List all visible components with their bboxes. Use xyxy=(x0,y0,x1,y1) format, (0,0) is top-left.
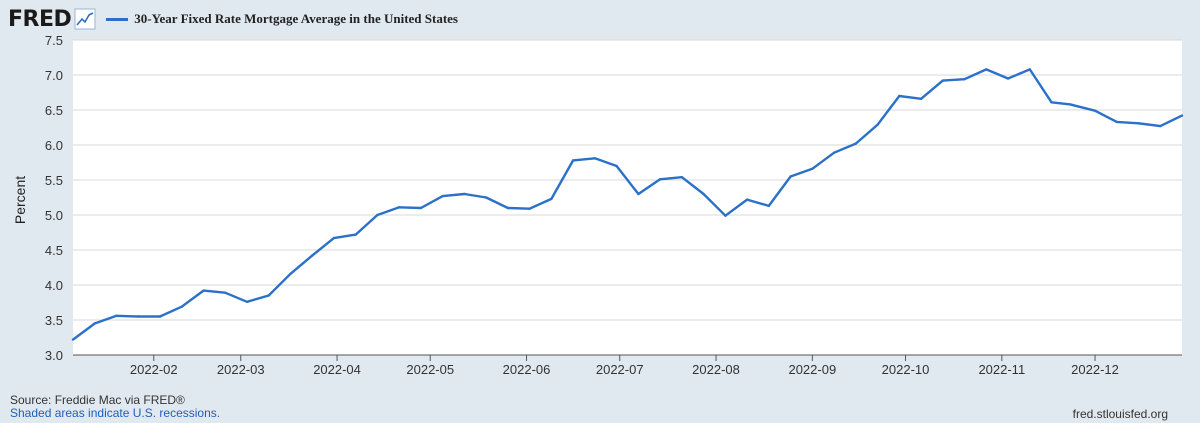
y-tick-label: 5.0 xyxy=(45,208,63,223)
x-tick-label: 2022-03 xyxy=(217,362,265,377)
y-axis-label: Percent xyxy=(12,175,28,225)
data-point xyxy=(528,207,531,210)
x-tick-label: 2022-10 xyxy=(882,362,930,377)
chart-footer: Source: Freddie Mac via FRED® Shaded are… xyxy=(10,394,220,420)
data-point xyxy=(398,206,401,209)
data-point xyxy=(724,214,727,217)
data-point xyxy=(919,97,923,101)
data-point xyxy=(876,123,879,126)
fred-logo[interactable]: FRED xyxy=(8,6,72,32)
data-point xyxy=(289,272,292,275)
data-point xyxy=(1069,103,1072,106)
x-tick-label: 2022-02 xyxy=(130,362,178,377)
data-point xyxy=(158,315,162,318)
data-point xyxy=(245,300,249,303)
data-point xyxy=(93,322,96,325)
data-point xyxy=(1093,109,1097,112)
x-tick-label: 2022-05 xyxy=(406,362,454,377)
data-point xyxy=(745,198,749,201)
y-tick-label: 3.0 xyxy=(45,348,63,363)
data-point xyxy=(658,178,662,181)
data-point xyxy=(485,196,488,199)
data-point xyxy=(354,233,357,236)
x-tick-label: 2022-11 xyxy=(978,362,1025,377)
data-point xyxy=(202,289,205,292)
source-note: Source: Freddie Mac via FRED® xyxy=(10,393,185,407)
y-tick-label: 3.5 xyxy=(45,313,63,328)
data-point xyxy=(789,175,792,178)
data-point xyxy=(463,192,466,196)
data-point xyxy=(1006,77,1010,80)
data-point xyxy=(224,291,227,294)
data-point xyxy=(115,314,118,317)
data-point xyxy=(1028,68,1032,71)
site-link[interactable]: fred.stlouisfed.org xyxy=(1072,407,1168,421)
data-point xyxy=(985,68,988,71)
y-tick-label: 7.5 xyxy=(45,33,63,48)
data-point xyxy=(332,236,336,240)
legend-line-swatch xyxy=(106,17,129,21)
data-point xyxy=(963,78,966,81)
y-tick-label: 6.5 xyxy=(45,103,63,118)
data-point xyxy=(71,338,75,341)
data-point xyxy=(854,142,857,145)
data-point xyxy=(180,305,183,308)
x-tick-label: 2022-12 xyxy=(1071,362,1119,377)
x-tick-label: 2022-06 xyxy=(503,362,551,377)
data-point xyxy=(811,167,814,170)
chart-legend: 30-Year Fixed Rate Mortgage Average in t… xyxy=(106,11,458,27)
data-point xyxy=(593,157,597,160)
series-line xyxy=(72,68,1183,341)
data-point xyxy=(311,254,314,257)
y-tick-label: 4.0 xyxy=(45,278,63,293)
data-point xyxy=(376,213,379,217)
y-tick-label: 5.5 xyxy=(45,173,63,188)
data-point xyxy=(137,315,140,318)
data-point xyxy=(419,206,423,210)
data-point xyxy=(637,192,640,196)
data-point xyxy=(1050,101,1053,104)
data-point xyxy=(1180,114,1184,117)
data-point xyxy=(680,176,684,179)
chart-line-icon xyxy=(74,8,96,30)
data-point xyxy=(1137,122,1140,125)
x-tick-label: 2022-04 xyxy=(313,362,361,377)
x-tick-label: 2022-08 xyxy=(692,362,740,377)
chart-header: FRED 30-Year Fixed Rate Mortgage Average… xyxy=(8,6,458,32)
data-point xyxy=(267,294,270,297)
data-point xyxy=(571,159,575,162)
x-tick-label: 2022-07 xyxy=(596,362,644,377)
data-point xyxy=(941,79,944,82)
y-tick-label: 4.5 xyxy=(45,243,63,258)
x-tick-label: 2022-09 xyxy=(788,362,836,377)
data-point xyxy=(702,192,705,196)
data-point xyxy=(898,94,901,98)
recession-note[interactable]: Shaded areas indicate U.S. recessions. xyxy=(10,406,221,420)
data-point xyxy=(832,151,836,154)
data-point xyxy=(506,206,510,210)
data-point xyxy=(1115,120,1119,124)
data-point xyxy=(1159,124,1162,128)
plot-area xyxy=(73,40,1182,355)
data-point xyxy=(615,164,618,168)
data-point xyxy=(550,197,553,201)
data-point xyxy=(441,194,444,198)
legend-label: 30-Year Fixed Rate Mortgage Average in t… xyxy=(134,11,458,26)
y-tick-label: 6.0 xyxy=(45,138,63,153)
y-tick-label: 7.0 xyxy=(45,68,63,83)
data-point xyxy=(767,204,770,208)
